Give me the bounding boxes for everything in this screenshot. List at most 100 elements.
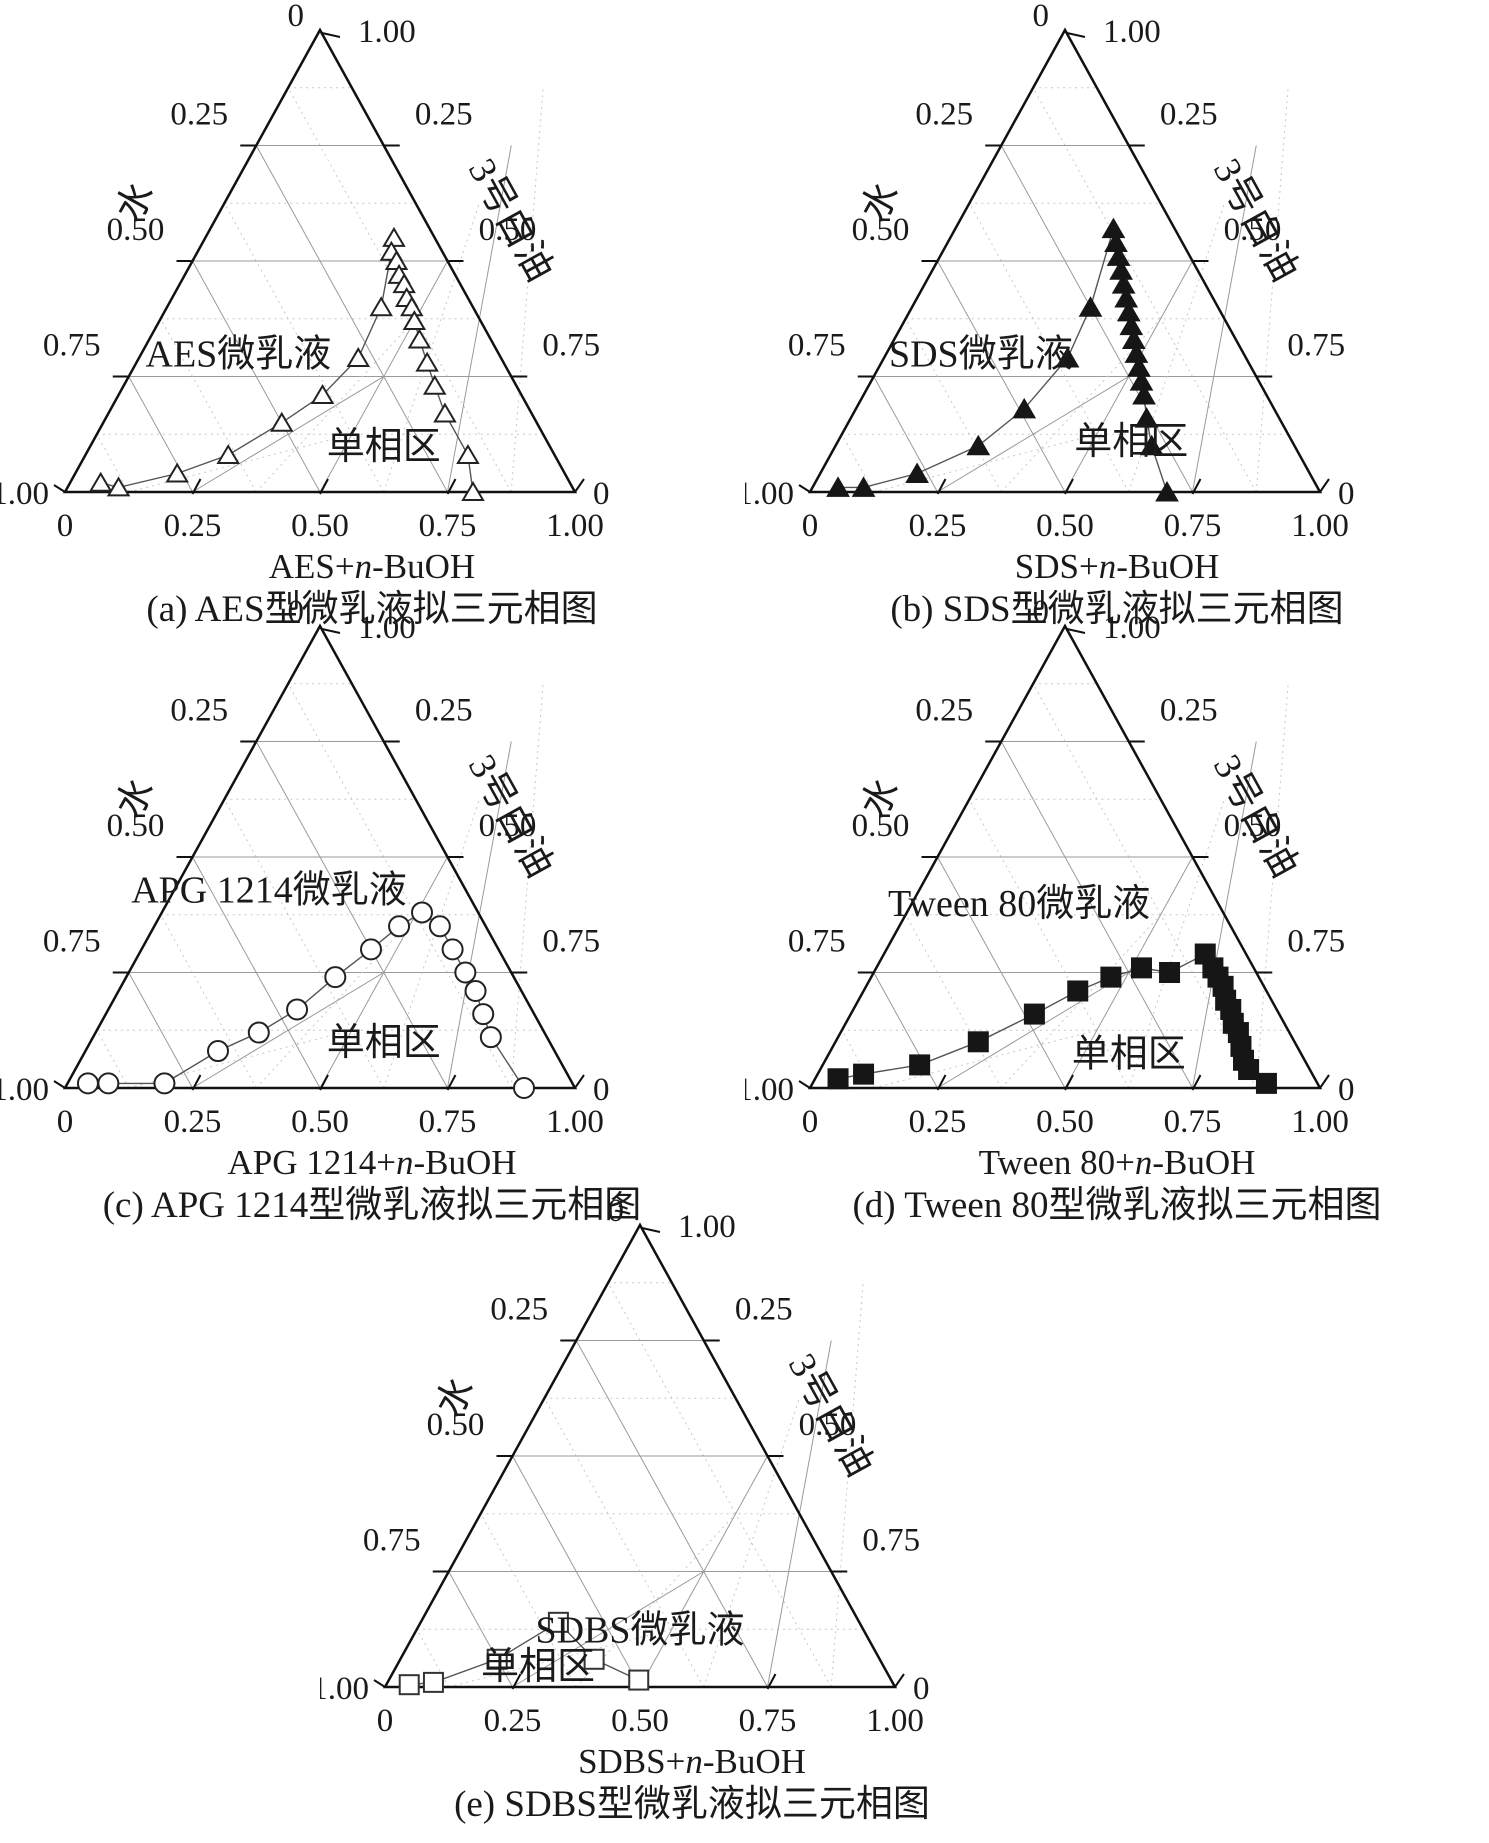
left-tick-label: 0.50 <box>427 1407 485 1443</box>
axis-title-suffix: -BuOH <box>1116 547 1220 586</box>
corner-tick <box>1319 1074 1330 1089</box>
right-tick-label: 0.25 <box>1160 97 1218 133</box>
right-corner-label: 0 <box>1338 1072 1355 1108</box>
oil-axis-label: 3号白油 <box>1205 152 1306 289</box>
data-marker-circle-open-icon <box>513 1077 535 1099</box>
gridline-right-parallel <box>192 856 321 1089</box>
axis-title-prefix: AES+ <box>268 547 355 586</box>
bottom-tick <box>766 1673 777 1690</box>
data-marker-square-filled-icon <box>1067 980 1089 1002</box>
right-tick-label: 0.75 <box>542 328 600 364</box>
oil-axis-label: 3号白油 <box>1205 748 1306 885</box>
apex-tick <box>1066 32 1086 38</box>
data-marker-square-filled-icon <box>967 1031 989 1053</box>
gridline-right-parallel <box>512 1455 641 1688</box>
region-label: SDS微乳液 <box>889 333 1073 375</box>
axis-title-italic-n: n <box>395 1143 414 1182</box>
axis-title-italic-n: n <box>1098 547 1117 586</box>
left-tick-label: 0.50 <box>107 212 165 248</box>
panel-b-chart: 00.250.500.751.000.250.500.751.0000.750.… <box>745 0 1355 544</box>
data-marker-square-filled-icon <box>1238 1059 1260 1081</box>
left-tick-label: 0.25 <box>915 97 973 133</box>
apex-right-label: 1.00 <box>1103 14 1161 50</box>
gridline-right-parallel <box>1032 87 1257 493</box>
left-tick-label: 0.75 <box>43 924 101 960</box>
data-marker-circle-open-icon <box>479 1026 502 1049</box>
gridline-right-parallel <box>841 1030 875 1089</box>
gridline-right-parallel <box>223 799 385 1089</box>
right-tick-label: 0.75 <box>1287 328 1345 364</box>
data-marker-circle-open-icon <box>97 1072 120 1095</box>
corner-tick <box>373 1679 386 1688</box>
data-marker-square-open-icon <box>547 1611 569 1633</box>
bottom-tick-label: 1.00 <box>546 508 604 544</box>
gridline-left-parallel <box>830 1282 864 1688</box>
axis-title-italic-n: n <box>1134 1143 1153 1182</box>
left-tick-label: 0.50 <box>107 808 165 844</box>
gridline-left-parallel <box>1128 203 1225 493</box>
data-marker-triangle-open-icon <box>369 296 393 317</box>
panel-caption: (b) SDS型微乳液拟三元相图 <box>890 589 1344 630</box>
bottom-tick-label: 0.75 <box>419 508 477 544</box>
gridline-left-parallel <box>639 1455 768 1688</box>
axis-title: APG 1214+n-BuOH <box>0 1143 744 1183</box>
data-marker-triangle-open-icon <box>382 226 406 247</box>
data-marker-square-filled-icon <box>853 1063 875 1085</box>
apex-left-label: 0 <box>288 596 305 630</box>
panel-a: 00.250.500.751.000.250.500.751.0000.750.… <box>0 0 744 648</box>
data-marker-square-filled-icon <box>909 1054 931 1076</box>
panel-c: 00.250.500.751.000.250.500.751.0000.750.… <box>0 596 744 1244</box>
bottom-tick-label: 0 <box>57 1104 74 1140</box>
axis-title-suffix: -BuOH <box>702 1742 806 1781</box>
left-tick-label: 0.75 <box>363 1523 421 1559</box>
data-marker-circle-open-icon <box>441 938 464 961</box>
region-label: 单相区 <box>327 1022 441 1064</box>
gridline-right-parallel <box>968 203 1130 493</box>
data-marker-triangle-open-icon <box>165 462 189 483</box>
gridline-right-parallel <box>128 972 193 1089</box>
bottom-tick-label: 0 <box>802 1104 819 1140</box>
apex-tick <box>321 628 341 634</box>
bottom-tick-label: 1.00 <box>866 1703 924 1739</box>
gridline-right-parallel <box>937 260 1066 493</box>
data-marker-circle-open-icon <box>247 1021 270 1044</box>
bottom-tick-label: 0 <box>377 1703 394 1739</box>
axis-title: SDBS+n-BuOH <box>320 1742 1064 1782</box>
right-tick-label: 0.25 <box>1160 693 1218 729</box>
data-marker-square-filled-icon <box>1131 957 1152 979</box>
data-marker-square-filled-icon <box>827 1068 849 1090</box>
panel-caption: (c) APG 1214型微乳液拟三元相图 <box>102 1185 642 1226</box>
gridline-right-parallel <box>937 856 1066 1089</box>
bottom-tick-label: 1.00 <box>1291 1104 1349 1140</box>
oil-axis-label: 3号白油 <box>460 152 561 289</box>
left-tick-label: 0.75 <box>788 328 846 364</box>
left-corner-label: 1.00 <box>0 476 49 512</box>
gridline-left-parallel <box>510 87 544 493</box>
bottom-tick-label: 0.25 <box>164 508 222 544</box>
data-marker-triangle-open-icon <box>88 471 113 492</box>
data-marker-square-open-icon <box>628 1669 650 1691</box>
axis-title-prefix: SDBS+ <box>578 1742 686 1781</box>
left-tick-label: 0.25 <box>170 693 228 729</box>
data-marker-triangle-filled-icon <box>1139 434 1164 456</box>
bottom-tick <box>936 478 947 495</box>
data-marker-circle-open-icon <box>388 915 411 938</box>
data-marker-circle-open-icon <box>207 1040 229 1063</box>
corner-tick <box>574 478 585 493</box>
gridline-right-parallel <box>287 683 512 1089</box>
gridline-left-parallel <box>1128 799 1225 1089</box>
gridline-right-parallel <box>192 260 321 493</box>
bottom-tick-label: 0.50 <box>1036 508 1094 544</box>
data-marker-triangle-filled-icon <box>966 434 991 456</box>
data-marker-triangle-open-icon <box>461 481 485 501</box>
data-marker-circle-open-icon <box>324 966 347 989</box>
data-marker-triangle-filled-icon <box>826 476 850 497</box>
axis-title: AES+n-BuOH <box>0 547 744 587</box>
corner-tick <box>798 484 811 493</box>
data-marker-circle-open-icon <box>464 979 487 1002</box>
axis-title-suffix: -BuOH <box>372 547 476 586</box>
panel-b: 00.250.500.751.000.250.500.751.0000.750.… <box>745 0 1489 648</box>
left-tick-label: 0.50 <box>852 212 910 248</box>
right-corner-label: 0 <box>1338 476 1355 512</box>
data-marker-triangle-filled-icon <box>1078 296 1103 317</box>
